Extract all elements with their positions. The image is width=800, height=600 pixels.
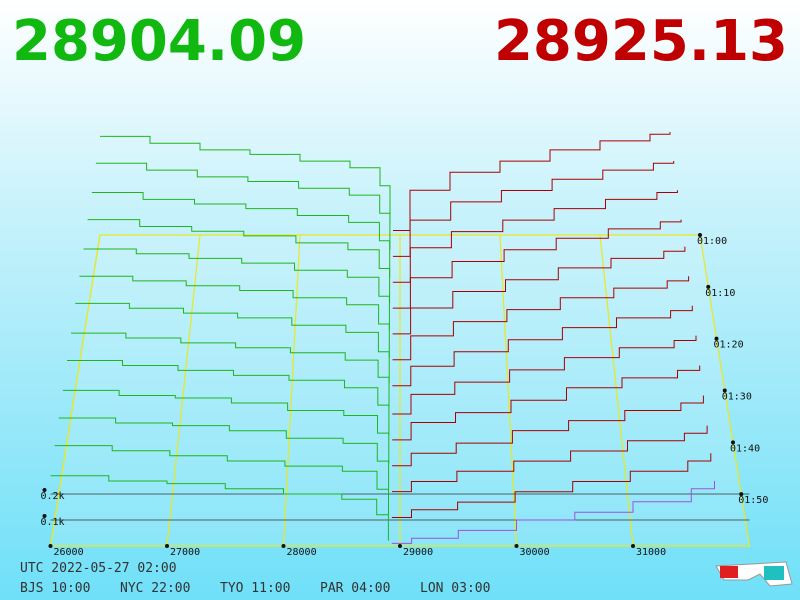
bid-price: 28904.09 xyxy=(12,9,306,74)
ask-depth-line xyxy=(392,276,690,361)
price-label: 31000 xyxy=(636,547,666,558)
city-time: NYC 22:00 xyxy=(120,581,190,596)
price-label: 30000 xyxy=(520,547,550,558)
ask-depth-line xyxy=(392,395,704,467)
ask-depth-line xyxy=(391,481,715,544)
city-times: BJS 10:00 NYC 22:00 TYO 11:00 PAR 04:00 LON … xyxy=(20,581,490,596)
ask-depth-line xyxy=(392,425,708,493)
price-label: 26000 xyxy=(54,547,84,558)
price-label: 27000 xyxy=(170,547,200,558)
price-tick xyxy=(631,544,635,548)
bid-depth-line xyxy=(67,360,390,435)
bid-depth-line xyxy=(71,332,390,410)
price-tick xyxy=(514,544,519,548)
bid-depth-line xyxy=(75,302,390,384)
bid-depth-line xyxy=(87,219,391,304)
time-label: 01:40 xyxy=(730,443,760,454)
bid-depth-line xyxy=(91,192,391,278)
time-label: 01:00 xyxy=(697,236,727,247)
city-time: TYO 11:00 xyxy=(220,581,290,596)
ask-depth-line xyxy=(391,453,712,518)
price-label: 28000 xyxy=(287,547,317,558)
ask-depth-line xyxy=(392,161,675,257)
time-tick xyxy=(714,336,719,341)
time-tick xyxy=(731,440,735,445)
depth-tick xyxy=(42,488,47,492)
ask-depth-line xyxy=(392,190,678,283)
city-time: BJS 10:00 xyxy=(20,581,90,596)
price-tick xyxy=(398,544,402,548)
axis-labels: 26000 27000 28000 29000 30000 31000 0.1k 0.2k 01… xyxy=(41,233,768,558)
time-label: 01:30 xyxy=(722,392,752,403)
bid-depth-line xyxy=(58,417,390,490)
time-label: 01:10 xyxy=(705,288,735,299)
ask-depth-line xyxy=(392,365,701,441)
price-tick xyxy=(165,544,169,548)
ask-depth-line xyxy=(392,246,686,335)
bid-depth-line xyxy=(95,162,391,250)
price-tick xyxy=(48,544,53,548)
city-time: LON 03:00 xyxy=(420,581,490,596)
bid-depth-line xyxy=(79,275,390,358)
3d-glasses-icon xyxy=(715,561,793,587)
bid-depth-line xyxy=(54,445,389,515)
curves xyxy=(50,132,715,544)
ask-depth-line xyxy=(392,335,697,415)
bid-depth-line xyxy=(50,475,389,541)
time-tick xyxy=(698,233,702,237)
time-tick xyxy=(706,284,711,289)
time-tick xyxy=(739,492,744,497)
time-label: 01:50 xyxy=(738,495,768,506)
depth-label: 0.2k xyxy=(41,491,65,502)
ask-depth-line xyxy=(392,305,693,387)
price-tick xyxy=(281,544,286,548)
city-time: PAR 04:00 xyxy=(320,581,390,596)
floor xyxy=(49,234,751,547)
ask-depth-line xyxy=(393,132,671,231)
ask-price: 28925.13 xyxy=(494,9,788,74)
depth-tick xyxy=(42,514,47,518)
utc-time: UTC 2022-05-27 02:00 xyxy=(20,561,177,576)
time-tick xyxy=(722,388,727,393)
price-label: 29000 xyxy=(403,547,433,558)
depth-label: 0.1k xyxy=(41,517,65,528)
bid-depth-line xyxy=(62,389,390,464)
bid-depth-line xyxy=(100,135,391,224)
ask-depth-line xyxy=(392,219,682,309)
time-label: 01:20 xyxy=(714,340,744,351)
bid-depth-line xyxy=(83,248,390,330)
